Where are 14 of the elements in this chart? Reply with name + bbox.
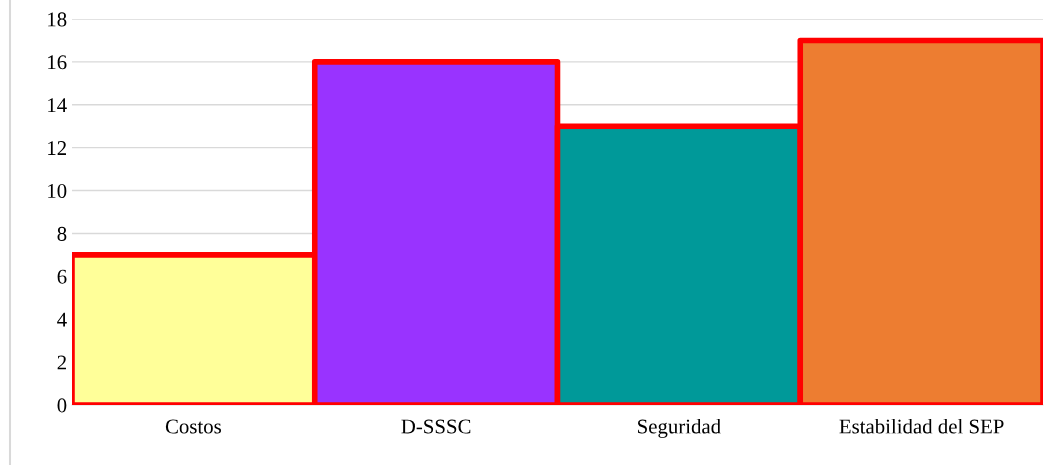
x-tick-label: Estabilidad del SEP: [839, 418, 1004, 434]
y-tick-label: 2: [57, 355, 66, 370]
y-tick-label: 4: [57, 312, 67, 327]
y-tick-label: 12: [48, 141, 66, 155]
y-tick-label: 10: [48, 183, 67, 198]
x-tick-label: Costos: [165, 419, 221, 434]
y-tick-label: 16: [48, 55, 67, 70]
x-tick-label: D-SSSC: [401, 419, 471, 434]
x-tick-label: Seguridad: [638, 418, 721, 438]
y-tick-label: 14: [48, 98, 67, 113]
y-tick-label: 0: [57, 398, 67, 413]
y-tick-label: 18: [48, 12, 67, 27]
y-tick-label: 6: [57, 269, 67, 284]
y-tick-label: 8: [57, 226, 67, 241]
